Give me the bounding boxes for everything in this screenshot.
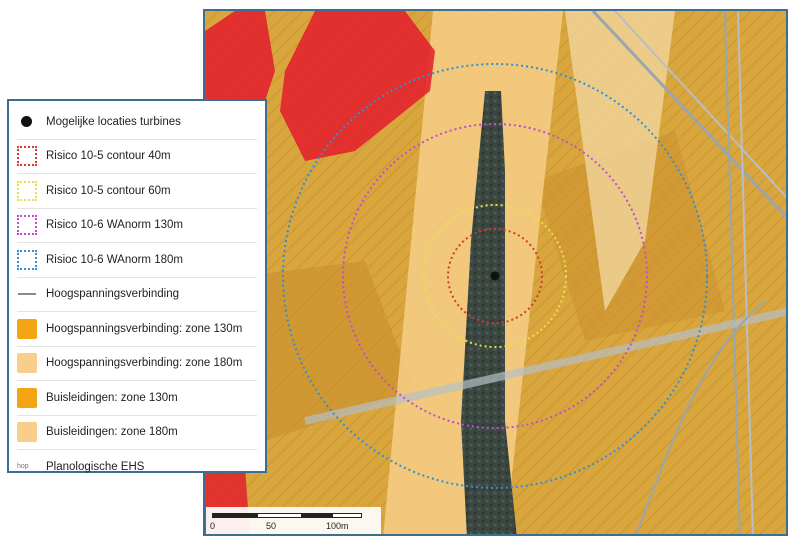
legend-item-pipeline-zone-130m: Buisleidingen: zone 130m xyxy=(17,381,257,416)
legend-item-turbine: Mogelijke locaties turbines xyxy=(17,105,257,140)
zone-180m-wedge xyxy=(565,11,675,311)
grey-line-icon xyxy=(17,284,37,304)
legend-label: Risico 10-6 WAnorm 130m xyxy=(46,219,183,232)
scale-label-100m: 100m xyxy=(326,521,349,531)
legend-label: Risioc 10-6 WAnorm 180m xyxy=(46,253,183,266)
residential-area-top xyxy=(280,11,435,161)
legend-label: Hoogspanningsverbinding xyxy=(46,288,179,301)
road-diagonal-right-2 xyxy=(614,11,786,199)
turbine-dot-icon xyxy=(17,112,37,132)
legend-item-risk-130m: Risico 10-6 WAnorm 130m xyxy=(17,209,257,243)
legend-label: Risico 10-5 contour 60m xyxy=(46,184,171,197)
legend-item-ehs: hop Planologische EHS xyxy=(17,450,257,484)
scale-segment-4 xyxy=(332,513,362,518)
road-vertical-2 xyxy=(737,11,754,534)
legend-label: Hoogspanningsverbinding: zone 180m xyxy=(46,357,243,370)
light-orange-square-icon xyxy=(17,422,37,443)
map-legend: Mogelijke locaties turbines Risico 10-5 … xyxy=(7,99,267,473)
legend-label: Planologische EHS xyxy=(46,460,145,473)
scale-label-0: 0 xyxy=(210,521,216,531)
scale-segment-2 xyxy=(257,513,302,518)
scale-segment-3 xyxy=(302,513,332,518)
light-orange-square-icon xyxy=(17,353,37,374)
blue-dotted-square-icon xyxy=(17,249,37,270)
risk-contour-130m xyxy=(342,123,648,429)
orange-square-icon xyxy=(17,318,37,339)
legend-item-risk-60m: Risico 10-5 contour 60m xyxy=(17,174,257,209)
yellow-dotted-square-icon xyxy=(17,180,37,201)
legend-label: Mogelijke locaties turbines xyxy=(46,115,181,128)
legend-label: Buisleidingen: zone 130m xyxy=(46,391,178,404)
forest-strip xyxy=(461,91,517,534)
red-dotted-square-icon xyxy=(17,146,37,167)
road-curve xyxy=(635,300,766,534)
ehs-hatch-icon: hop xyxy=(17,462,29,470)
risk-contour-40m xyxy=(447,228,543,324)
road-vertical xyxy=(724,11,741,534)
legend-item-power-line: Hoogspanningsverbinding xyxy=(17,278,257,312)
risk-contour-180m xyxy=(282,63,708,489)
legend-label: Hoogspanningsverbinding: zone 130m xyxy=(46,322,243,335)
turbine-location-marker[interactable] xyxy=(490,271,500,281)
legend-item-risk-40m: Risico 10-5 contour 40m xyxy=(17,140,257,174)
legend-item-power-zone-130m: Hoogspanningsverbinding: zone 130m xyxy=(17,312,257,347)
scale-bar: 0 50 100m xyxy=(206,507,381,534)
legend-item-power-zone-180m: Hoogspanningsverbinding: zone 180m xyxy=(17,347,257,381)
legend-item-risk-180m: Risioc 10-6 WAnorm 180m xyxy=(17,243,257,278)
map-view[interactable] xyxy=(203,9,788,536)
scale-label-50: 50 xyxy=(266,521,277,531)
legend-label: Buisleidingen: zone 180m xyxy=(46,426,178,439)
orange-square-icon xyxy=(17,387,37,408)
legend-item-pipeline-zone-180m: Buisleidingen: zone 180m xyxy=(17,416,257,450)
scale-segment-1 xyxy=(212,513,257,518)
purple-dotted-square-icon xyxy=(17,215,37,236)
road-diagonal-right xyxy=(591,11,786,219)
risk-contour-60m xyxy=(423,204,567,348)
legend-label: Risico 10-5 contour 40m xyxy=(46,150,171,163)
road-lower xyxy=(304,307,786,425)
map-canvas[interactable] xyxy=(205,11,788,536)
